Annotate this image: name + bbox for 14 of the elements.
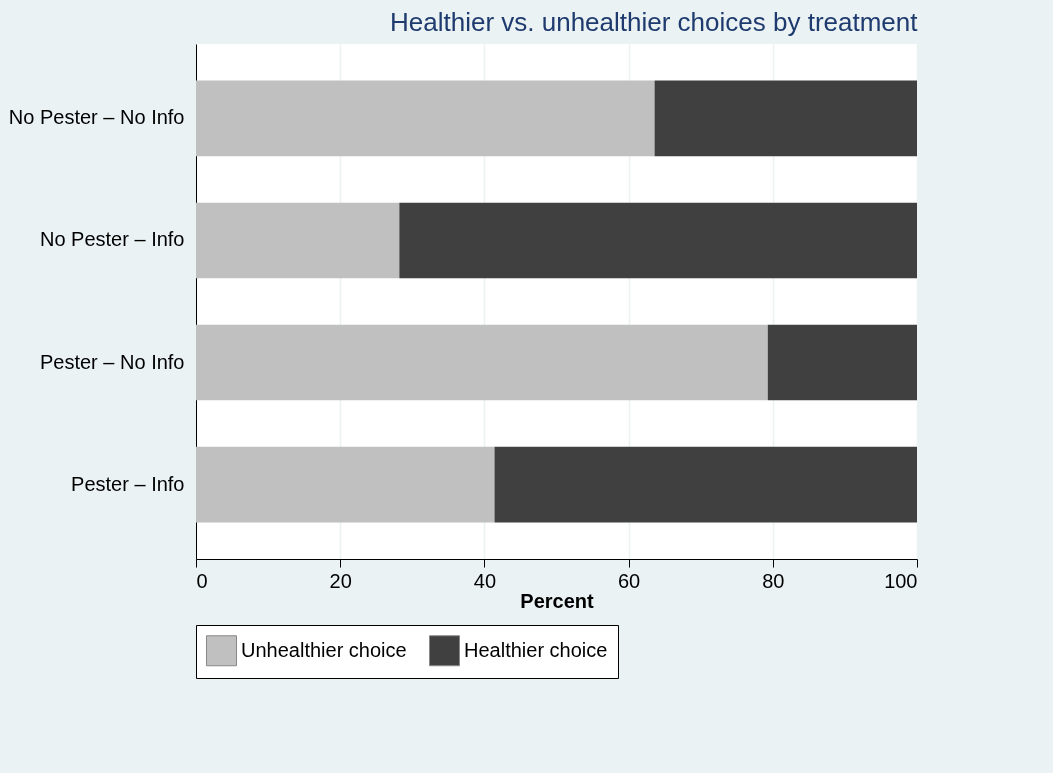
x-tick-label: 80 bbox=[762, 569, 785, 592]
x-tick-label: 60 bbox=[617, 569, 641, 592]
y-tick-label: Pester – Info bbox=[71, 472, 185, 495]
x-tick-label: 40 bbox=[473, 569, 497, 592]
y-tick-label: No Pester – Info bbox=[39, 228, 185, 251]
x-tick-label: 20 bbox=[329, 569, 352, 592]
y-tick-label: Pester – No Info bbox=[39, 350, 185, 373]
x-tick-label: 0 bbox=[196, 569, 208, 592]
x-axis-title: Percent bbox=[520, 589, 595, 612]
y-tick-label: No Pester – No Info bbox=[8, 106, 185, 129]
legend-label: Healthier choice bbox=[464, 638, 608, 661]
x-tick-label: 100 bbox=[884, 569, 918, 592]
chart-title: Healthier vs. unhealthier choices by treatment bbox=[390, 7, 919, 37]
legend-label: Unhealthier choice bbox=[241, 638, 407, 661]
